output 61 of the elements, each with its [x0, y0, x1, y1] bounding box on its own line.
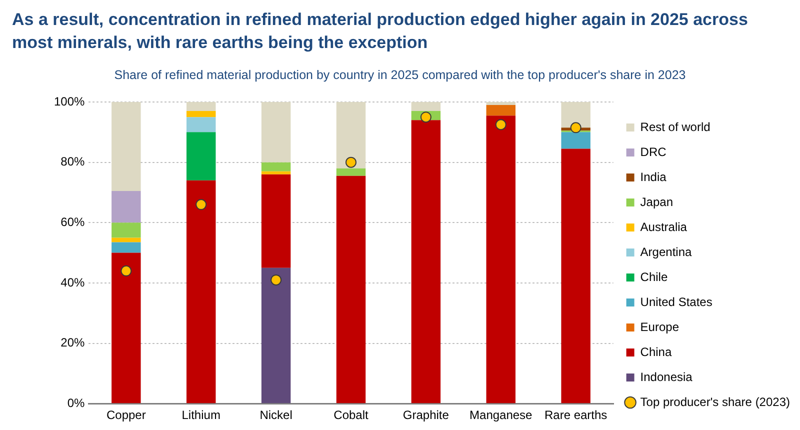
y-tick-label: 100% [54, 94, 86, 108]
bar [112, 242, 141, 253]
x-tick-label: Lithium [182, 408, 220, 422]
chart-subtitle: Share of refined material production by country in 2025 compared with the top producer's share in 2023 [113, 68, 687, 83]
legend-label: Europe [640, 320, 680, 334]
bar [112, 102, 141, 191]
bar [112, 252, 141, 404]
bar [261, 102, 291, 162]
legend-label: United States [640, 294, 712, 309]
legend-label: Top producer's share (2023) [640, 394, 790, 409]
y-tick-label: 40% [60, 275, 86, 290]
bar [112, 238, 141, 242]
legend-label: China [640, 344, 672, 359]
bar [186, 117, 216, 132]
legend-label: Australia [640, 220, 688, 234]
bar [561, 132, 590, 149]
bar [186, 102, 216, 112]
bar [486, 116, 516, 404]
bar [411, 120, 441, 404]
x-tick-label: Nickel [260, 408, 292, 422]
x-tick-label: Rare earths [544, 408, 608, 422]
legend-label: Indonesia [640, 370, 693, 384]
y-tick-label: 0% [67, 396, 86, 410]
bar [486, 105, 516, 116]
x-tick-label: Copper [106, 408, 146, 422]
legend-label: Argentina [640, 244, 692, 259]
point [196, 199, 207, 210]
bar [261, 174, 291, 268]
point [345, 156, 356, 168]
x-tick-label: Cobalt [334, 408, 369, 422]
legend-label: India [640, 170, 667, 184]
x-tick-label: Manganese [470, 408, 533, 422]
bar [561, 102, 590, 128]
legend-label: Japan [640, 194, 673, 209]
bar [112, 190, 141, 223]
bar [261, 171, 291, 174]
legend-label: Chile [640, 270, 668, 284]
y-tick-label: 60% [60, 214, 86, 229]
point [120, 265, 132, 276]
bar [186, 132, 216, 180]
chart-title: As a result, concentration in refined material production edged higher again in 2025 across most minerals, with rare earths being the exception [12, 9, 749, 54]
point [570, 122, 582, 134]
bar [336, 176, 366, 404]
bar [261, 268, 291, 404]
bar [261, 162, 291, 172]
point [270, 274, 282, 286]
y-tick-label: 80% [60, 154, 86, 169]
bar [112, 222, 141, 238]
point [420, 112, 432, 123]
point [495, 119, 506, 130]
x-tick-label: Graphite [402, 408, 450, 422]
y-tick-label: 20% [60, 336, 86, 350]
bar [336, 102, 366, 168]
bar [336, 168, 366, 176]
legend-label: Rest of world [640, 120, 710, 134]
bar [186, 111, 216, 118]
bar [486, 102, 516, 106]
bar [186, 180, 216, 404]
legend-label: DRC [640, 144, 667, 159]
bar [411, 102, 441, 112]
bar [561, 148, 590, 404]
